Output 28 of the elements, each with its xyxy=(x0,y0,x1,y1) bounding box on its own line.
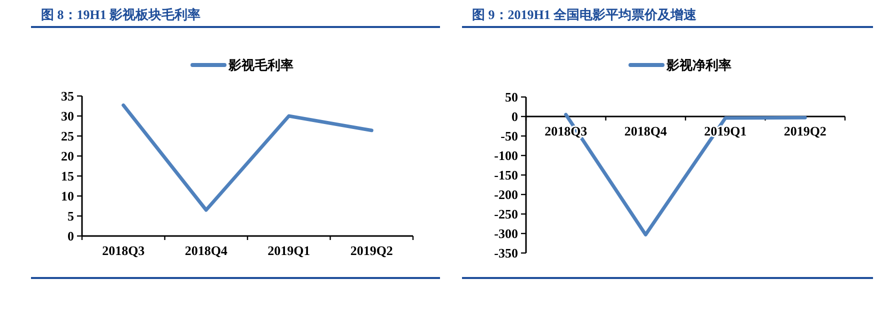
legend-label: 影视净利率 xyxy=(666,58,732,72)
y-tick-label: 30 xyxy=(61,108,74,124)
x-tick-label: 2019Q2 xyxy=(350,243,393,258)
x-tick-label: 2018Q3 xyxy=(102,243,146,258)
x-tick-label: 2018Q4 xyxy=(624,124,668,138)
x-tick-label: 2018Q4 xyxy=(184,243,228,258)
y-tick-label: 15 xyxy=(61,168,74,184)
chart-title: 图 9：2019H1 全国电影平均票价及增速 xyxy=(472,7,698,22)
legend-label: 影视毛利率 xyxy=(228,58,294,72)
y-tick-label: -250 xyxy=(494,206,518,222)
y-tick-label: -350 xyxy=(494,246,518,260)
y-tick-label: -200 xyxy=(494,187,518,202)
y-tick-label: 0 xyxy=(68,228,74,244)
y-tick-label: 10 xyxy=(61,188,74,204)
y-tick-label: 50 xyxy=(505,90,518,104)
y-tick-label: 25 xyxy=(61,128,74,144)
y-tick-label: 0 xyxy=(512,109,518,124)
y-tick-label: -100 xyxy=(494,148,518,163)
y-tick-label: 20 xyxy=(61,148,74,164)
line-series xyxy=(122,103,374,212)
x-tick-label: 2019Q1 xyxy=(268,243,310,258)
y-tick-label: -300 xyxy=(494,226,518,241)
chart-title: 图 8：19H1 影视板块毛利率 xyxy=(41,7,201,22)
x-tick-label: 2019Q2 xyxy=(784,124,826,138)
y-tick-label: 5 xyxy=(68,208,74,224)
y-tick-label: -150 xyxy=(494,168,518,182)
y-tick-label: -50 xyxy=(500,128,518,144)
y-tick-label: 35 xyxy=(61,88,74,104)
